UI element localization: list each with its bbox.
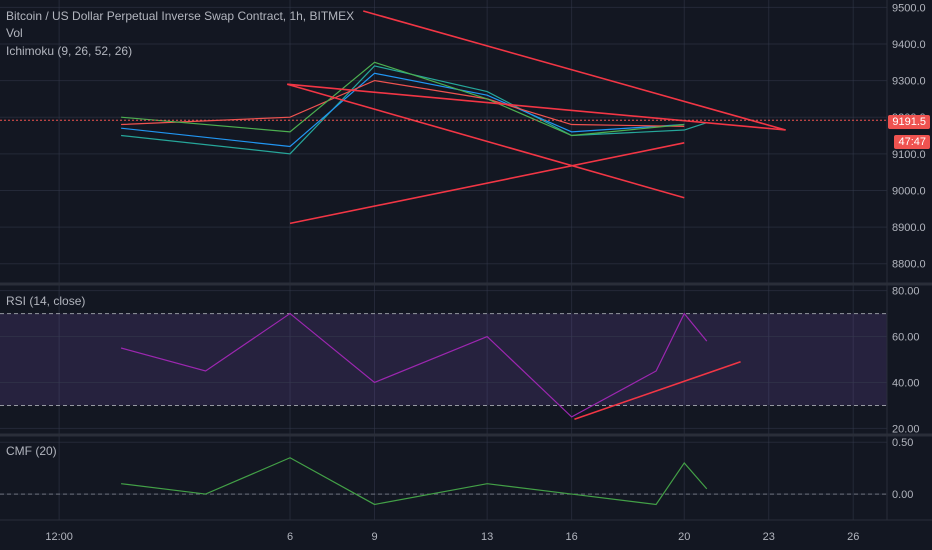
y-tick-label: 60.00 [892,332,920,344]
y-tick-label: 9100.0 [892,149,926,161]
rsi-band [0,313,887,406]
y-tick-label: 40.00 [892,377,920,389]
x-tick-label: 26 [847,531,859,543]
series-line-rsi [120,312,708,418]
y-tick-label: 0.50 [892,437,913,449]
trendline [289,142,685,225]
series-line-chikou [121,61,685,137]
y-tick-label: 80.00 [892,286,920,298]
x-tick-label: 12:00 [45,531,73,543]
countdown-tag: 47:47 [894,135,930,149]
y-tick-label: 20.00 [892,423,920,435]
y-tick-label: 9400.0 [892,39,926,51]
chart-title: Bitcoin / US Dollar Perpetual Inverse Sw… [6,9,355,23]
series-line-price [121,65,707,155]
x-tick-label: 16 [565,531,577,543]
x-tick-label: 23 [763,531,775,543]
trendline [574,361,741,420]
trendline [363,10,786,131]
x-tick-label: 20 [678,531,690,543]
cmf-indicator-label: CMF (20) [6,444,57,458]
y-tick-label: 9300.0 [892,76,926,88]
y-tick-label: 0.00 [892,489,913,501]
y-tick-label: 9500.0 [892,2,926,14]
series-line-cmf [121,457,708,506]
x-tick-label: 6 [287,531,293,543]
last-price-tag: 9191.5 [888,115,930,129]
trendline [287,83,786,131]
rsi-indicator-label: RSI (14, close) [6,294,86,308]
trendline [286,83,685,199]
series-line-tenkan [121,72,685,148]
x-tick-label: 9 [371,531,377,543]
ichimoku-indicator-label: Ichimoku (9, 26, 52, 26) [6,44,133,58]
volume-indicator-label: Vol [6,26,23,40]
y-tick-label: 9000.0 [892,185,926,197]
y-tick-label: 8900.0 [892,222,926,234]
y-tick-label: 8800.0 [892,259,926,271]
x-tick-label: 13 [481,531,493,543]
series-line-kijun [121,79,685,127]
